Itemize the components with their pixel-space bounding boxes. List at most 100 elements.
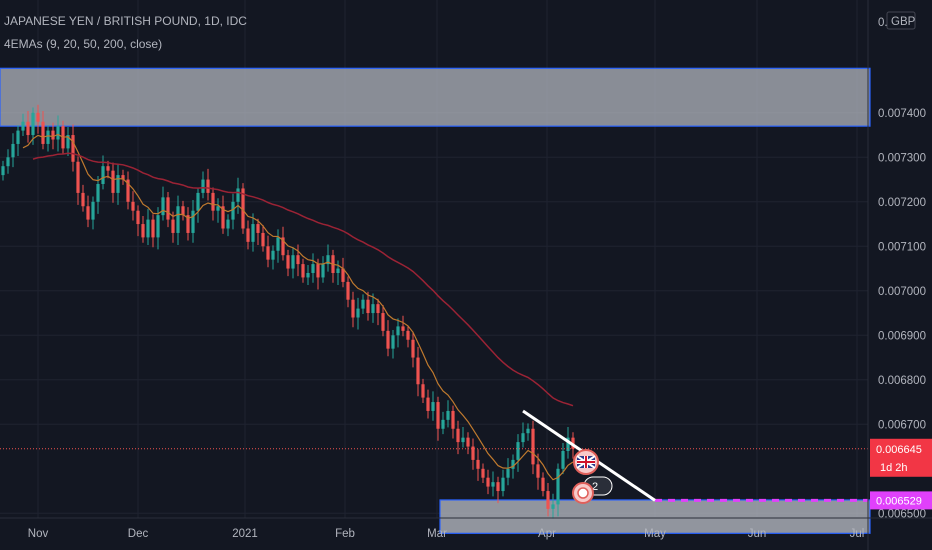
price-tick-label: 0. — [878, 17, 888, 29]
candle-body — [126, 179, 130, 202]
candle-body — [156, 215, 160, 238]
price-tick-label: 0.007100 — [878, 241, 926, 253]
events: 2 — [572, 449, 613, 504]
candle-body — [91, 201, 95, 220]
candle-body — [1, 166, 5, 176]
candle-body — [356, 308, 360, 318]
candle-body — [66, 135, 70, 149]
resistance-zone[interactable] — [0, 67, 871, 127]
candle-body — [346, 281, 350, 300]
candle-body — [271, 250, 275, 260]
support-level-label — [870, 491, 932, 510]
ema-slow-line — [32, 152, 574, 407]
time-tick-label: Nov — [28, 528, 49, 540]
candle-body — [481, 468, 485, 478]
time-tick-label: May — [644, 528, 666, 540]
candle-body — [171, 219, 175, 233]
uk-flag-icon[interactable] — [572, 482, 594, 504]
candle-body — [86, 206, 90, 220]
candle-body — [101, 166, 105, 184]
candle-body — [221, 206, 225, 229]
candle-body — [276, 237, 280, 251]
candle-body — [436, 402, 440, 429]
candle-body — [161, 197, 165, 216]
candle-body — [516, 442, 520, 460]
candle-body — [191, 210, 195, 233]
candle-body — [471, 446, 475, 460]
candle-body — [211, 192, 215, 211]
candle-body — [486, 477, 490, 487]
time-tick-label: Jun — [748, 528, 767, 540]
candle-body — [506, 468, 510, 478]
candle-body — [551, 504, 555, 509]
candle-body — [216, 206, 220, 211]
candle-body — [501, 477, 505, 492]
candle-body — [71, 135, 75, 162]
candle-body — [296, 255, 300, 265]
candle-body — [146, 219, 150, 238]
candle-body — [371, 304, 375, 314]
time-tick-label: 2021 — [232, 528, 258, 540]
candle-body — [121, 175, 125, 180]
candles — [1, 104, 575, 519]
candle-body — [81, 192, 85, 207]
candle-body — [246, 228, 250, 242]
last-price-value: 0.006645 — [876, 444, 922, 456]
candle-body — [466, 437, 470, 447]
time-axis[interactable]: Nov Dec 2021 Feb Mar Apr May Jun Jul — [0, 517, 932, 540]
candle-body — [51, 130, 55, 140]
candle-body — [556, 468, 560, 505]
candle-body — [266, 246, 270, 260]
candle-body — [316, 264, 320, 278]
candle-body — [76, 161, 80, 193]
candle-body — [131, 201, 135, 211]
candle-body — [21, 121, 25, 131]
candle-body — [511, 459, 515, 469]
candle-body — [461, 437, 465, 443]
candle-body — [196, 192, 200, 211]
candle-body — [426, 397, 430, 411]
time-tick-label: Feb — [335, 528, 355, 540]
currency-badge[interactable] — [886, 11, 916, 30]
candle-body — [151, 219, 155, 238]
candle-body — [491, 482, 495, 487]
candle-body — [26, 121, 30, 136]
candle-body — [411, 339, 415, 358]
candle-body — [106, 166, 110, 171]
candle-body — [166, 197, 170, 220]
price-tick-label: 0.007200 — [878, 197, 926, 209]
candle-body — [231, 201, 235, 220]
candle-body — [366, 299, 370, 314]
price-tick-label: 0.007300 — [878, 152, 926, 164]
symbol-title[interactable]: JAPANESE YEN / BRITISH POUND, 1D, IDC — [4, 14, 247, 28]
last-price-label — [870, 438, 932, 477]
candle-body — [186, 215, 190, 233]
candle-body — [406, 330, 410, 340]
candle-body — [291, 255, 295, 269]
candle-body — [226, 219, 230, 229]
candle-body — [181, 206, 185, 216]
candle-body — [286, 255, 290, 269]
uk-flag-icon[interactable] — [573, 449, 599, 475]
indicator-legend[interactable]: 4EMAs (9, 20, 50, 200, close) — [4, 37, 163, 51]
candle-body — [416, 357, 420, 385]
price-axis[interactable]: 0.007400 0.007300 0.007200 0.007100 0.007000… — [867, 0, 926, 550]
candle-body — [541, 477, 545, 492]
candle-body — [206, 179, 210, 193]
candle-body — [421, 384, 425, 398]
candle-body — [46, 130, 50, 144]
candle-body — [36, 112, 40, 122]
candle-body — [561, 451, 565, 469]
candle-body — [441, 419, 445, 429]
candle-body — [241, 188, 245, 229]
candle-body — [546, 491, 550, 509]
candle-body — [251, 224, 255, 242]
candle-body — [136, 210, 140, 225]
candle-body — [321, 264, 325, 278]
candle-body — [256, 224, 260, 233]
candle-body — [381, 313, 385, 331]
candle-body — [386, 330, 390, 349]
candle-body — [11, 143, 15, 158]
